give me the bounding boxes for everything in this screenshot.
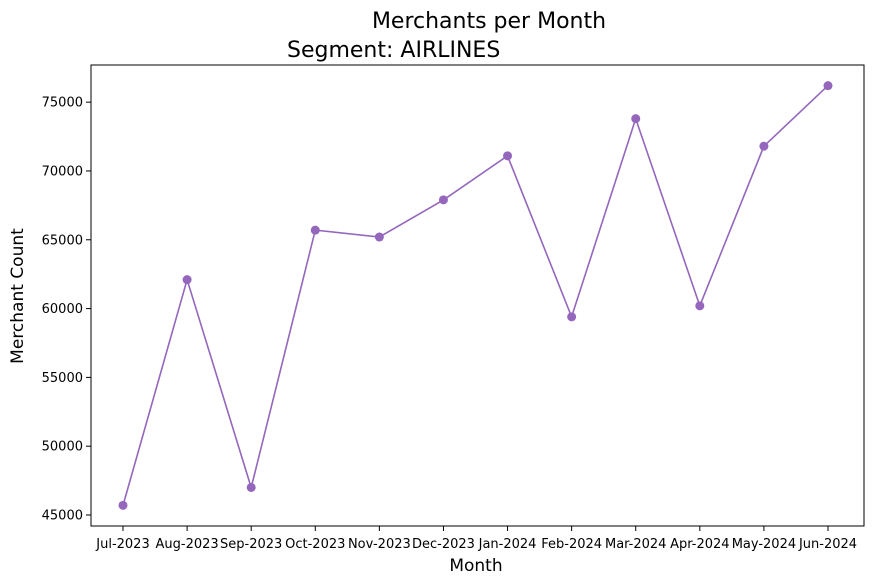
y-axis-label: Merchant Count (8, 228, 28, 364)
data-point (118, 500, 128, 510)
data-point (182, 275, 192, 285)
x-axis-label: Month (449, 556, 502, 576)
x-tick-label: Sep-2023 (220, 537, 282, 552)
y-tick-label: 45000 (42, 508, 83, 523)
x-tick-label: Aug-2023 (156, 537, 219, 552)
y-tick-label: 60000 (42, 302, 83, 317)
data-point (438, 195, 448, 205)
data-point (695, 301, 705, 311)
chart-subtitle: Segment: AIRLINES (287, 38, 500, 63)
y-tick-label: 75000 (42, 96, 83, 111)
series-line (122, 85, 829, 506)
x-tick-label: Dec-2023 (412, 537, 475, 552)
data-point (310, 225, 320, 235)
y-tick-label: 55000 (42, 371, 83, 386)
data-point (246, 482, 256, 492)
data-point (503, 151, 513, 161)
series-layer (118, 81, 833, 510)
data-point (823, 81, 833, 91)
data-point (631, 114, 641, 124)
x-tick-label: Mar-2024 (605, 537, 666, 552)
x-tick-label: Jul-2023 (95, 537, 149, 552)
x-tick-label: Apr-2024 (670, 537, 729, 552)
x-tick-label: Oct-2023 (285, 537, 345, 552)
chart-title: Merchants per Month (372, 9, 606, 34)
data-point (374, 232, 384, 242)
data-point (567, 312, 577, 322)
x-tick-label: Nov-2023 (348, 537, 411, 552)
x-tick-label: Jan-2024 (478, 537, 537, 552)
y-tick-label: 65000 (42, 233, 83, 248)
y-axis: 45000 50000 55000 60000 65000 70000 75000 (42, 96, 91, 523)
x-axis: Jul-2023 Aug-2023 Sep-2023 Oct-2023 Nov-2023… (95, 526, 857, 552)
x-tick-label: May-2024 (732, 537, 796, 552)
data-point (759, 141, 769, 151)
x-tick-label: Feb-2024 (541, 537, 602, 552)
x-tick-label: Jun-2024 (798, 537, 857, 552)
y-tick-label: 50000 (42, 440, 83, 455)
y-tick-label: 70000 (42, 164, 83, 179)
plot-area (90, 64, 865, 527)
